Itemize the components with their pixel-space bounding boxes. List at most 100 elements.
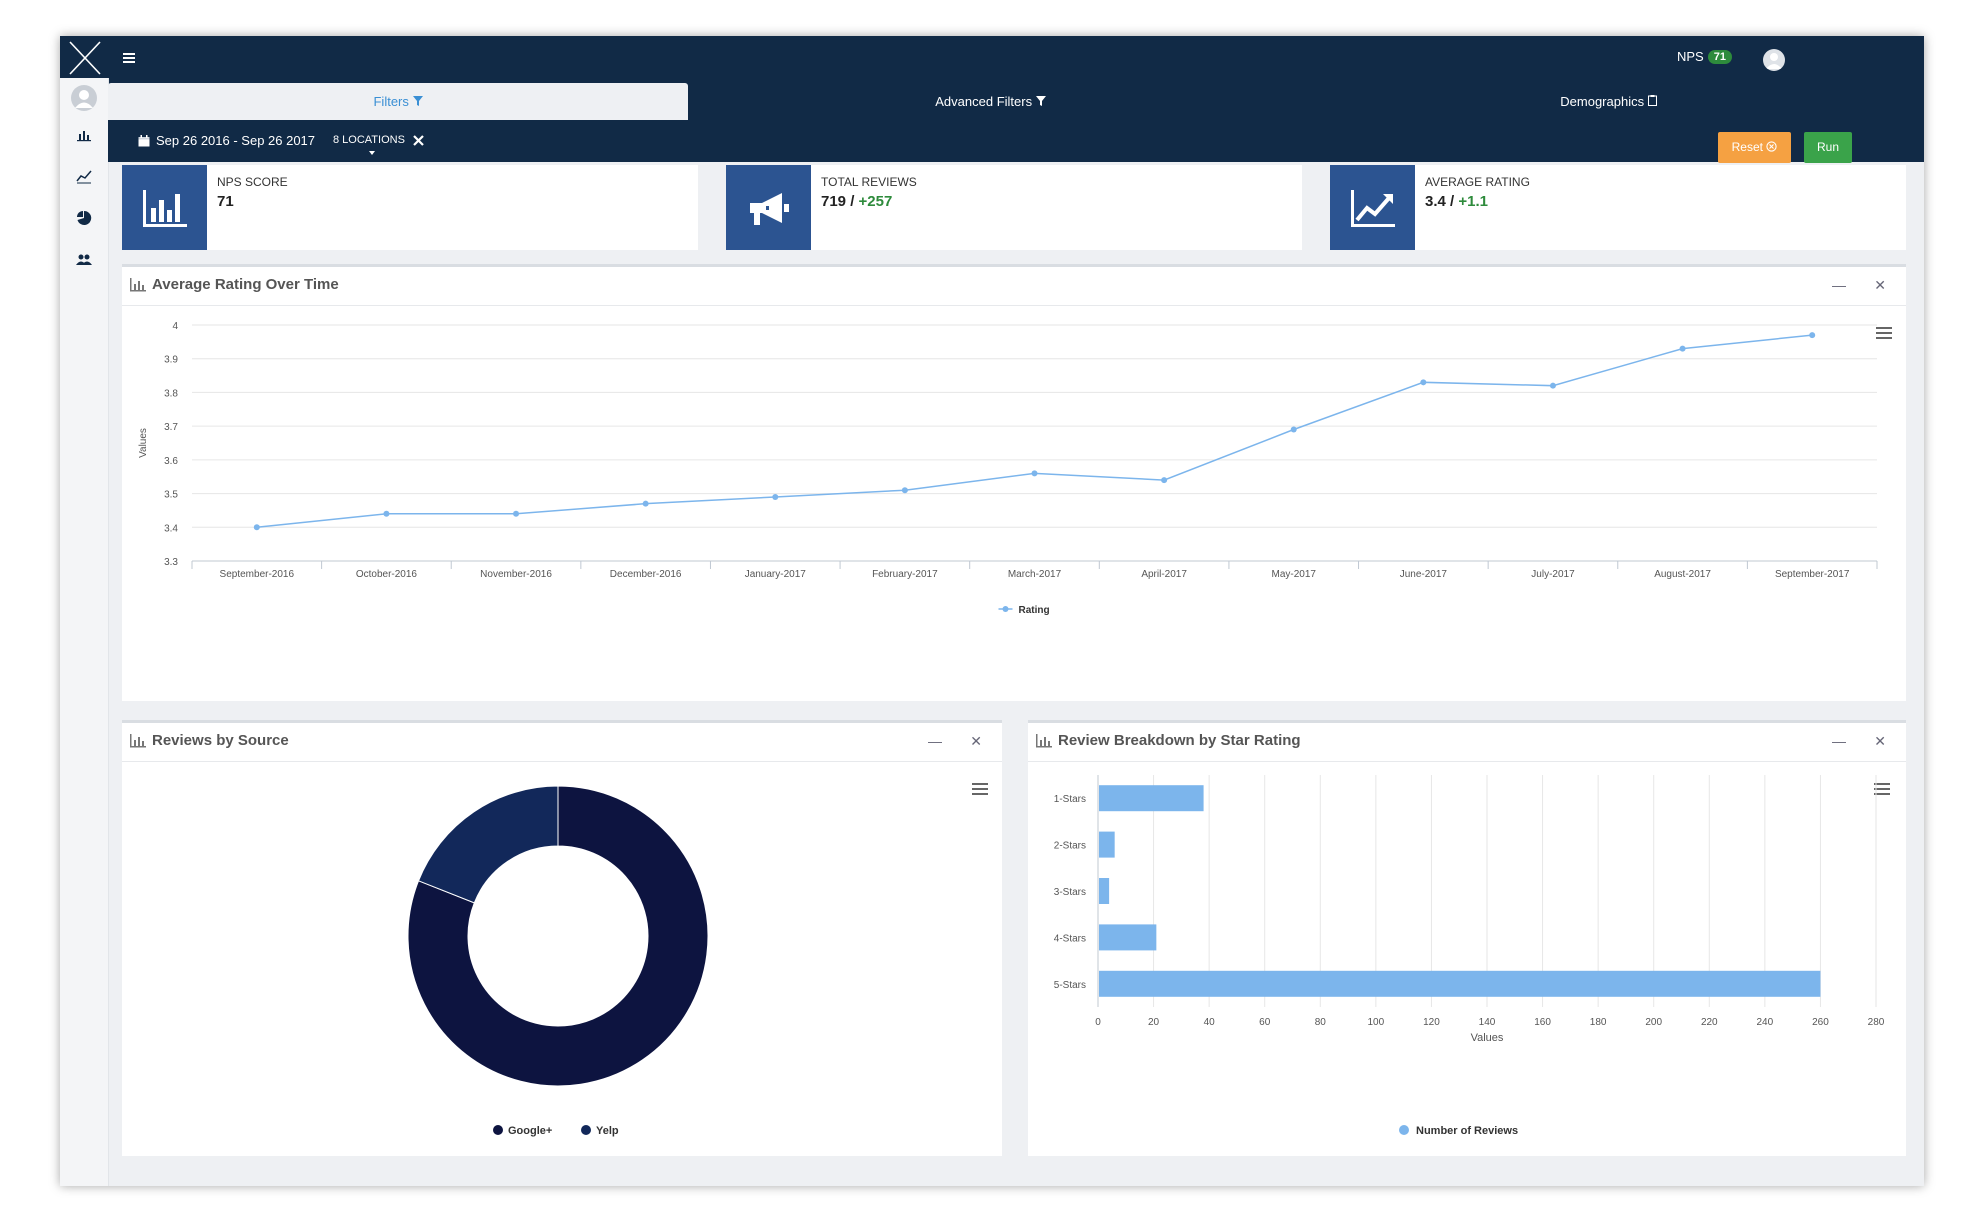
x-tick-label: June-2017 (1400, 569, 1448, 580)
data-point[interactable] (1549, 382, 1556, 389)
x-tick-label: 280 (1868, 1017, 1885, 1028)
data-point[interactable] (1420, 379, 1427, 386)
data-point[interactable] (1031, 470, 1038, 477)
close-panel-button[interactable]: ✕ (1874, 733, 1886, 749)
panel-star-breakdown: Review Breakdown by Star Rating — ✕ 0 20 4… (1028, 720, 1906, 1156)
clipboard-icon (1647, 95, 1657, 106)
minimize-button[interactable]: — (928, 733, 942, 749)
y-tick-label: 3.7 (164, 422, 178, 433)
legend-label[interactable]: Yelp (596, 1125, 619, 1137)
kpi-card-average-rating: AVERAGE RATING 3.4 / +1.1 (1330, 165, 1906, 250)
bar-chart-icon (142, 189, 187, 227)
x-tick-label: November-2016 (480, 569, 552, 580)
data-point[interactable] (642, 500, 649, 507)
x-tick-label: December-2016 (610, 569, 682, 580)
legend-marker (493, 1125, 503, 1135)
series-line-rating (256, 334, 1813, 529)
y-tick-label: 1-Stars (1054, 794, 1086, 805)
tab-filters[interactable]: Filters (108, 83, 688, 120)
trend-up-icon (1350, 189, 1395, 227)
legend-marker (1399, 1125, 1409, 1135)
user-avatar[interactable] (1763, 49, 1785, 71)
data-point[interactable] (383, 510, 390, 517)
x-tick-label: 40 (1204, 1017, 1216, 1028)
x-tick-label: 80 (1315, 1017, 1327, 1028)
bar-chart-icon (1036, 734, 1052, 748)
kpi-value-main: 719 / (821, 193, 859, 210)
horizontal-bar-chart: 0 20 40 60 80 100 120 140 160 180 200 220 240 260 280 V… (1054, 775, 1885, 1137)
calendar-icon (138, 134, 150, 146)
x-tick-label: 240 (1757, 1017, 1774, 1028)
nps-indicator[interactable]: NPS 71 (1677, 49, 1732, 64)
kpi-icon-box (1330, 165, 1415, 250)
donut-slice-google[interactable] (407, 785, 709, 1087)
kpi-value: 3.4 / +1.1 (1425, 193, 1488, 210)
tab-advanced-filters[interactable]: Advanced Filters (688, 83, 1293, 120)
tab-demographics-label: Demographics (1560, 94, 1645, 109)
x-tick-label: 200 (1645, 1017, 1662, 1028)
data-point[interactable] (1161, 477, 1168, 484)
data-point[interactable] (1809, 332, 1816, 339)
data-point[interactable] (1679, 345, 1686, 352)
hamburger-menu-icon[interactable] (123, 52, 135, 64)
reset-button[interactable]: Reset (1718, 132, 1791, 163)
x-tick-label: February-2017 (872, 569, 938, 580)
minimize-button[interactable]: — (1832, 733, 1846, 749)
donut-chart: Google+ Yelp (407, 785, 709, 1137)
close-icon[interactable] (413, 134, 424, 146)
bar-chart-icon[interactable] (76, 126, 92, 142)
run-button[interactable]: Run (1804, 132, 1852, 163)
legend-label[interactable]: Rating (1019, 605, 1050, 616)
legend-label[interactable]: Google+ (508, 1125, 552, 1137)
kpi-value: 71 (217, 193, 234, 210)
bar-3-stars[interactable] (1099, 878, 1110, 904)
donut-slice-yelp[interactable] (417, 785, 559, 904)
close-panel-button[interactable]: ✕ (1874, 277, 1886, 293)
chart-menu-icon[interactable] (972, 783, 988, 795)
panel-title: Reviews by Source (152, 732, 289, 749)
tab-advanced-filters-label: Advanced Filters (935, 94, 1033, 109)
y-tick-label: 3.6 (164, 456, 178, 467)
date-range-text: Sep 26 2016 - Sep 26 2017 (156, 133, 316, 148)
data-point[interactable] (513, 510, 520, 517)
user-icon (1766, 53, 1782, 69)
users-icon[interactable] (76, 252, 92, 268)
y-tick-label: 3.9 (164, 355, 178, 366)
filter-icon (1035, 96, 1046, 106)
line-chart: 3.3 3.4 3.5 3.6 3.7 3.8 3.9 4 Values September-20… (138, 321, 1878, 616)
legend-label[interactable]: Number of Reviews (1416, 1125, 1518, 1137)
locations-filter[interactable]: 8 LOCATIONS (333, 134, 424, 146)
nps-badge: 71 (1707, 49, 1732, 64)
line-chart-icon[interactable] (76, 168, 92, 184)
x-tick-label: 140 (1479, 1017, 1496, 1028)
data-point[interactable] (772, 493, 779, 500)
data-point[interactable] (901, 487, 908, 494)
panel-title: Average Rating Over Time (152, 276, 339, 293)
x-tick-label: 160 (1534, 1017, 1551, 1028)
pie-chart-icon[interactable] (76, 210, 92, 226)
panel-header: Reviews by Source — ✕ (122, 723, 1002, 762)
date-range-picker[interactable]: Sep 26 2016 - Sep 26 2017 (138, 133, 315, 148)
filter-icon (412, 96, 423, 106)
tab-demographics[interactable]: Demographics (1293, 83, 1924, 120)
minimize-button[interactable]: — (1832, 277, 1846, 293)
bar-1-stars[interactable] (1099, 785, 1204, 812)
bar-2-stars[interactable] (1099, 831, 1115, 858)
y-tick-label: 2-Stars (1054, 841, 1086, 852)
data-point[interactable] (1290, 426, 1297, 433)
chart-menu-icon[interactable] (1876, 327, 1892, 339)
tab-filters-label: Filters (373, 94, 409, 109)
x-tick-label: July-2017 (1531, 569, 1575, 580)
close-panel-button[interactable]: ✕ (970, 733, 982, 749)
locations-text: 8 LOCATIONS (333, 134, 405, 146)
bar-4-stars[interactable] (1099, 924, 1157, 951)
data-point[interactable] (253, 524, 260, 531)
kpi-icon-box (122, 165, 207, 250)
chart-menu-icon[interactable] (1874, 783, 1890, 795)
profile-avatar-icon[interactable] (70, 84, 98, 112)
x-tick-label: January-2017 (745, 569, 807, 580)
bar-5-stars[interactable] (1099, 970, 1821, 997)
brand-logo[interactable] (60, 36, 110, 78)
kpi-delta: +1.1 (1458, 193, 1488, 210)
kpi-card-nps: NPS SCORE 71 (122, 165, 698, 250)
